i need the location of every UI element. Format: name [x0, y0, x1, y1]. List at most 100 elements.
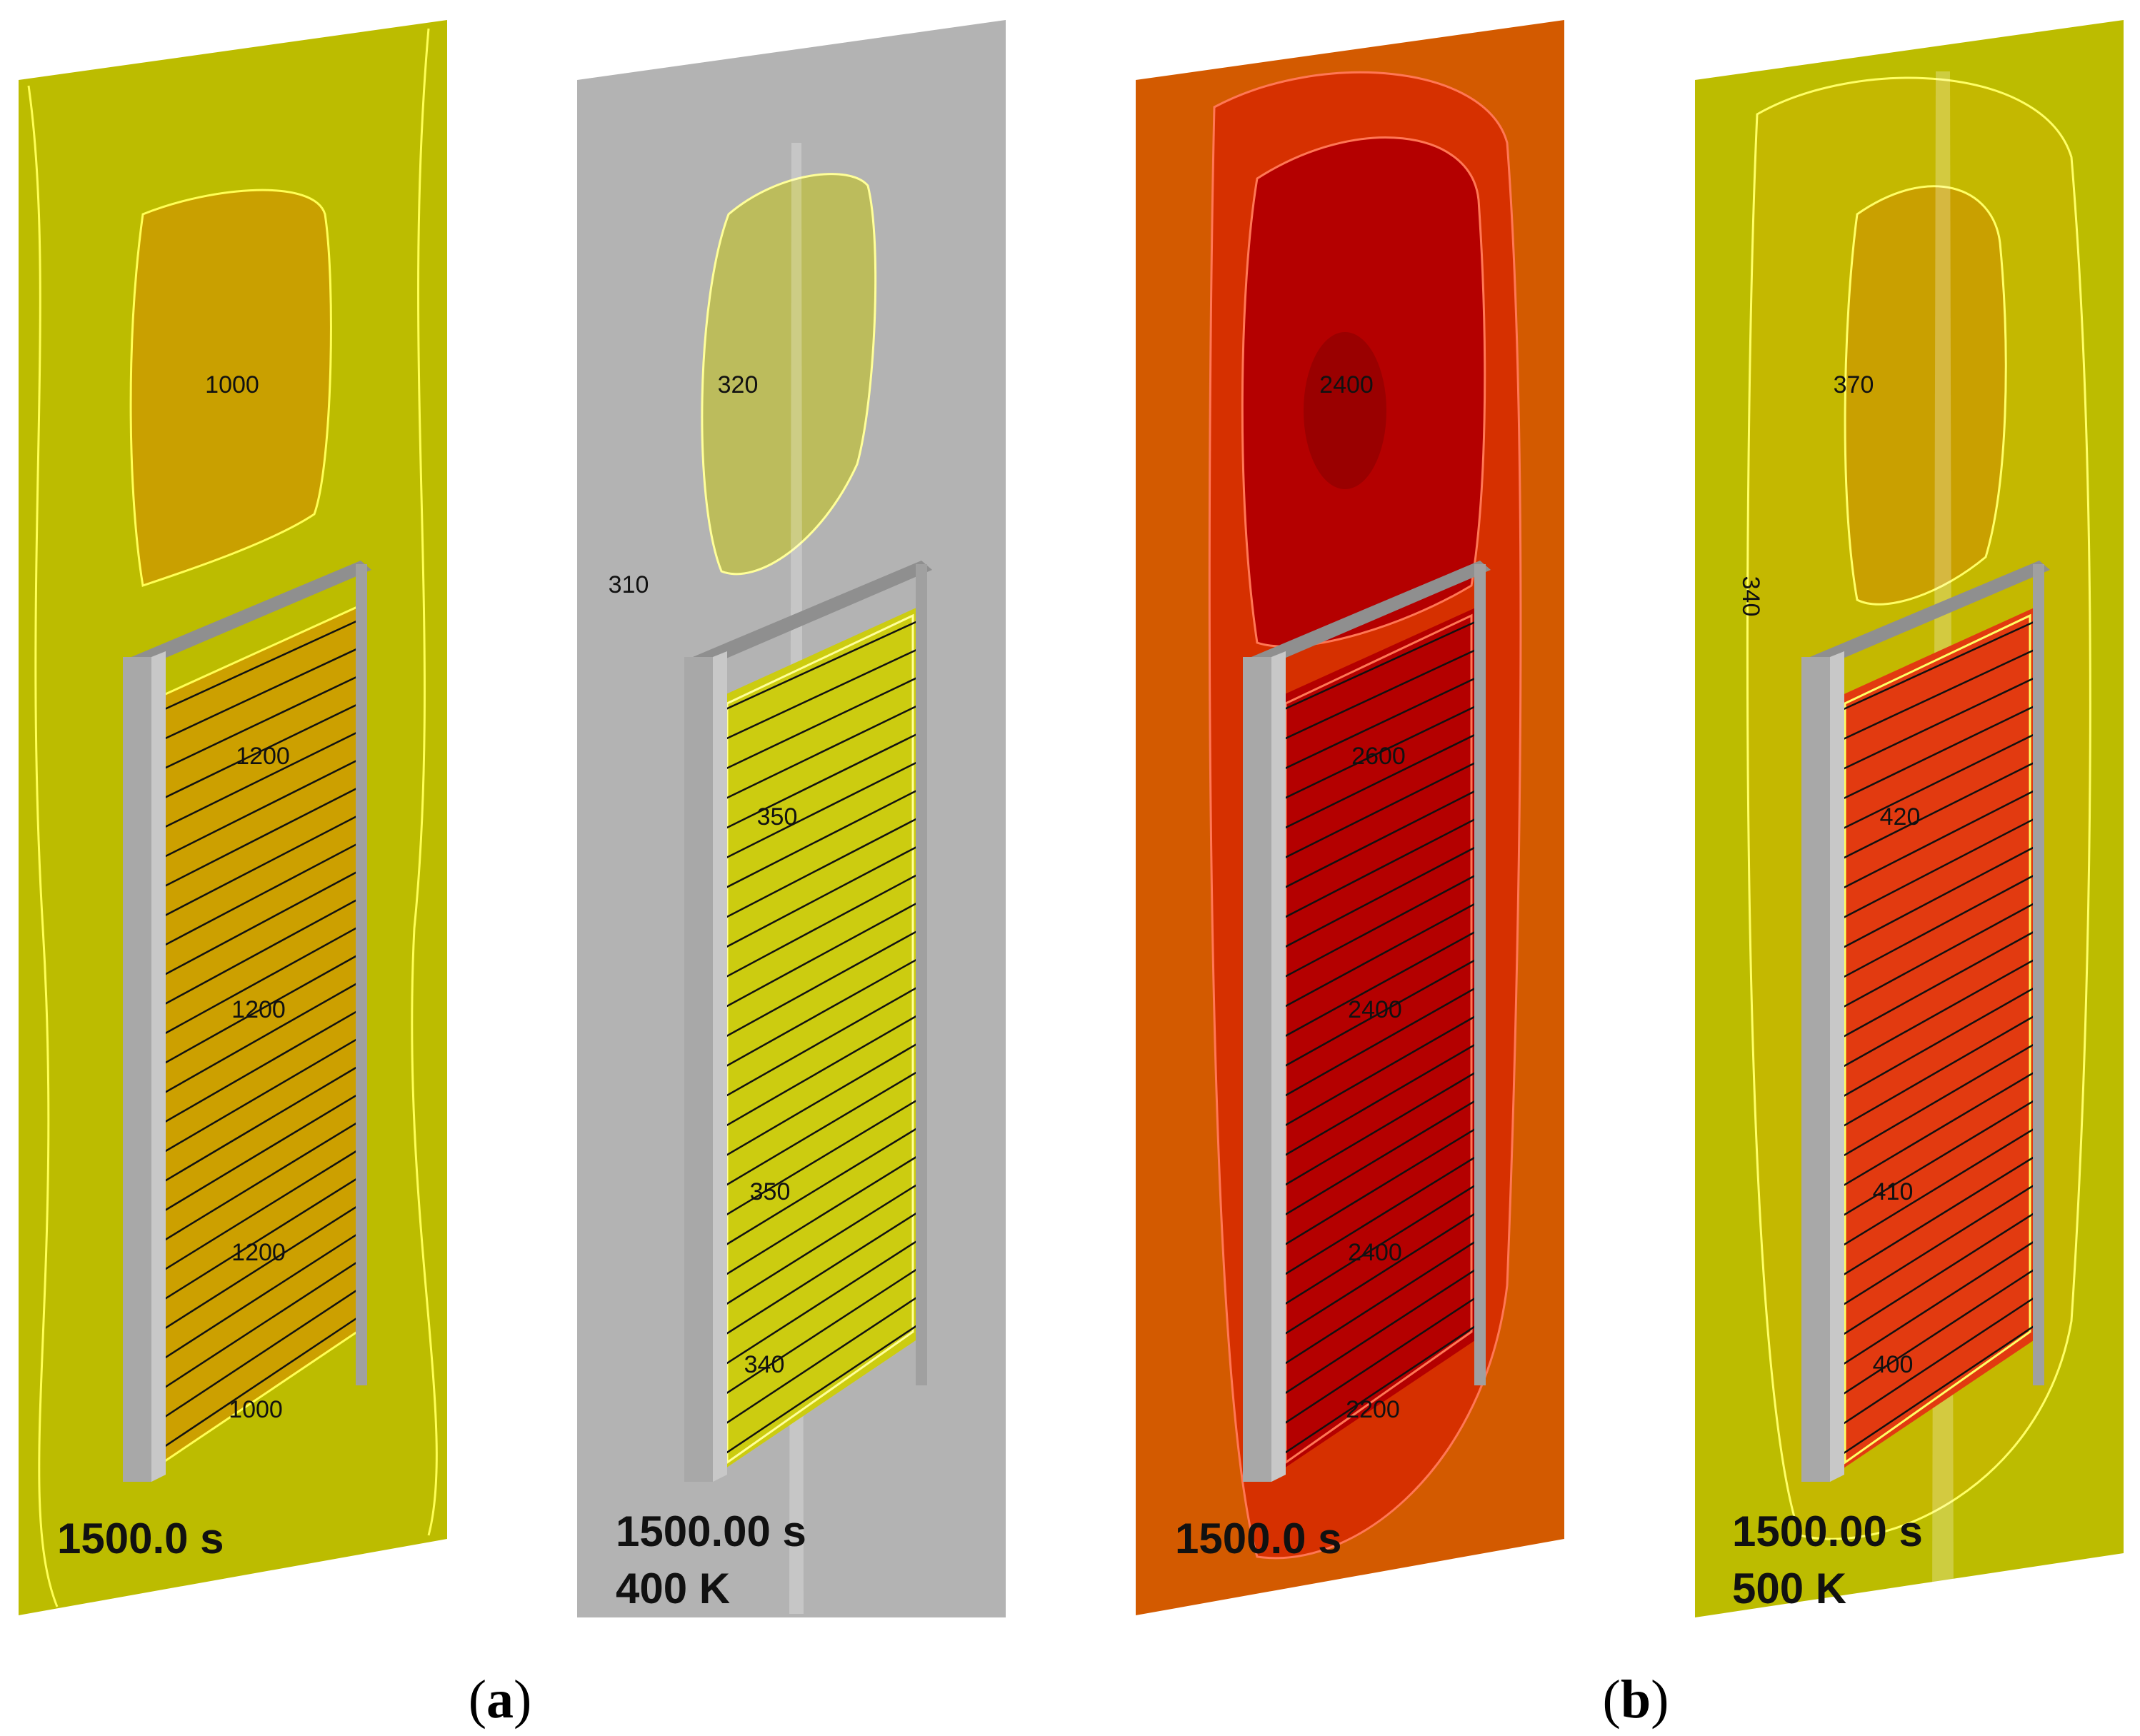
hatch-line [1839, 648, 2036, 742]
hatch-line [160, 648, 358, 742]
hatch-line [160, 926, 358, 1037]
hatch-line [1839, 873, 2036, 980]
hatch-line [721, 648, 919, 742]
hatch-line [721, 1070, 919, 1189]
contour-label: 350 [757, 803, 798, 831]
hatch-line [1279, 930, 1478, 1040]
contour-label: 400 [1873, 1351, 1914, 1378]
hatch-line [721, 1183, 919, 1308]
time-stamp: 1500.0 s [1175, 1515, 1342, 1562]
hatch-line [1839, 930, 2036, 1040]
contour-label: 2400 [1348, 1239, 1402, 1266]
hatch-line [1839, 1268, 2036, 1398]
hatch-line [1839, 1183, 2036, 1308]
hatch-line [160, 1066, 358, 1185]
hatch-line [1279, 1268, 1478, 1398]
hatch-line [160, 787, 358, 889]
hatch-line [160, 815, 358, 919]
hatch-line [160, 1150, 358, 1273]
hatch-line [721, 789, 919, 891]
panel-a-left: 1000 1200 1200 1200 1000 1500.0 s [19, 20, 447, 1615]
time-stamp: 1500.00 s [616, 1507, 806, 1555]
hatch-line [1279, 986, 1478, 1100]
hatch-line [1279, 1239, 1478, 1368]
temperature-stamp: 400 K [616, 1565, 730, 1612]
hatch-line [721, 958, 919, 1070]
hatch-line [1839, 733, 2036, 831]
hatch-line [1279, 1042, 1478, 1159]
hatch-line [1279, 873, 1478, 980]
hatch-line [160, 1038, 358, 1155]
hatch-line [1279, 620, 1478, 713]
hatch-line [721, 620, 919, 713]
hatch-line [1839, 1324, 2036, 1457]
hatch-line [721, 1155, 919, 1278]
hatch-line [1279, 733, 1478, 831]
hatch-line [721, 1268, 919, 1398]
hatch-line [721, 901, 919, 1010]
hatch-line [160, 676, 358, 771]
hatch-line [1839, 1295, 2036, 1428]
temperature-stamp: 500 K [1732, 1565, 1846, 1612]
contour-label: 2400 [1348, 996, 1402, 1023]
hatch-line [160, 620, 358, 712]
panel-b-left: 2400 2600 2400 2400 2200 1500.0 s [1136, 20, 1564, 1615]
hatch-line [1279, 1070, 1478, 1189]
hatch-line [1279, 817, 1478, 921]
hatch-line [1839, 761, 2036, 861]
contour-label: 320 [718, 371, 759, 398]
hatch-line [1839, 1127, 2036, 1249]
hatch-line [721, 1324, 919, 1457]
contour-label: 2600 [1351, 743, 1406, 770]
subfigure-label-a: (a) [469, 1670, 532, 1730]
hatch-line [160, 843, 358, 948]
hatch-line [1279, 1324, 1478, 1457]
contour-label: 1000 [205, 371, 259, 398]
hatch-line [1839, 1155, 2036, 1278]
hatch-line [721, 873, 919, 980]
hatch-line [1279, 1295, 1478, 1428]
hatch-line [1279, 901, 1478, 1010]
hatch-line [160, 1317, 358, 1450]
hatch-line [1279, 1183, 1478, 1308]
panel-a-right: 320 310 350 350 340 1500.00 s 400 K [577, 20, 1006, 1617]
contour-label: 1200 [231, 996, 286, 1023]
hatch-line [1279, 958, 1478, 1070]
hatch-line [1839, 1014, 2036, 1130]
hatch-line [1279, 1127, 1478, 1249]
hatch-line [160, 759, 358, 860]
hatch-line [721, 1295, 919, 1428]
contour-label: 340 [744, 1351, 785, 1378]
hatch-line [1279, 1098, 1478, 1219]
hatch-line [1839, 1211, 2036, 1338]
hatch-line [1279, 789, 1478, 891]
hatch-line [1839, 817, 2036, 921]
hatch-line [1839, 1098, 2036, 1219]
hatch-line [721, 1239, 919, 1368]
hatch-line [160, 982, 358, 1096]
hatch-line [160, 1178, 358, 1303]
hatch-line [721, 817, 919, 921]
hatch-line [160, 731, 358, 831]
hatch-line [1839, 789, 2036, 891]
hatch-line [1839, 1239, 2036, 1368]
hatch-line [160, 1233, 358, 1362]
hatch-line [1279, 845, 1478, 950]
time-stamp: 1500.00 s [1732, 1507, 1923, 1555]
hatch-line [1279, 761, 1478, 861]
contour-label: 340 [1737, 576, 1764, 617]
contour-label: 1200 [231, 1239, 286, 1266]
hatch-line [160, 703, 358, 801]
hatch-line [721, 761, 919, 861]
hatch-line [721, 845, 919, 950]
hatch-line [1839, 901, 2036, 1010]
hatch-line [160, 898, 358, 1008]
contour-label: 370 [1834, 371, 1874, 398]
hatch-line [1279, 676, 1478, 772]
hatch-line [160, 1289, 358, 1421]
hatch-line [721, 676, 919, 772]
hatch-line [721, 704, 919, 802]
contour-label: 1200 [236, 743, 290, 770]
hatch-line [1839, 704, 2036, 802]
